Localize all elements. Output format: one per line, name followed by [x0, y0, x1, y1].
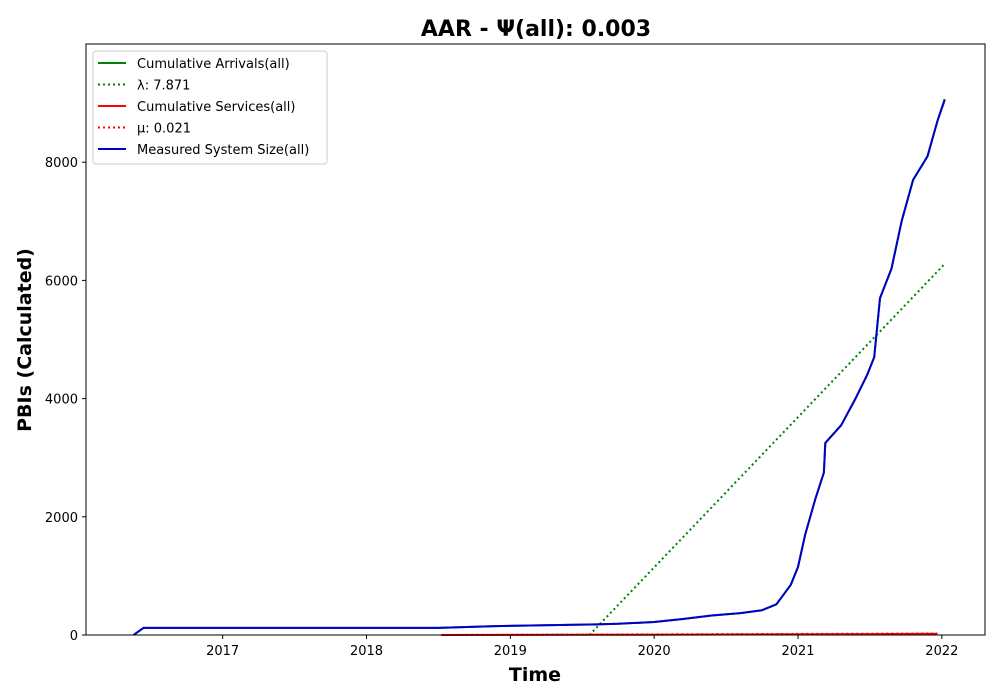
legend-label: Measured System Size(all) [137, 143, 309, 158]
y-tick-label: 6000 [45, 274, 78, 289]
plot-area [132, 98, 946, 636]
x-tick-label: 2018 [350, 644, 383, 659]
legend-label: Cumulative Services(all) [137, 100, 295, 115]
legend-label: μ: 0.021 [137, 122, 191, 137]
x-axis-label: Time [509, 664, 561, 686]
series-line-0 [132, 98, 946, 636]
plot-frame [85, 43, 986, 636]
y-tick-label: 0 [70, 629, 78, 644]
legend-box [92, 50, 328, 165]
legend-label: λ: 7.871 [137, 79, 190, 94]
y-tick-label: 4000 [45, 393, 78, 408]
chart-title: AAR - Ψ(all): 0.003 [421, 17, 651, 42]
x-tick-label: 2022 [925, 644, 958, 659]
y-tick-label: 2000 [45, 511, 78, 526]
y-axis: 0 2000 4000 6000 8000 [45, 156, 86, 644]
legend-label: Cumulative Arrivals(all) [137, 57, 290, 72]
series-line-4 [132, 99, 946, 636]
series-line-1 [588, 263, 946, 636]
legend: Cumulative Arrivals(all) λ: 7.871 Cumulati… [92, 50, 328, 165]
x-tick-label: 2019 [494, 644, 527, 659]
x-axis: 2017 2018 2019 2020 2021 2022 [206, 635, 958, 659]
x-tick-label: 2017 [206, 644, 239, 659]
x-tick-label: 2021 [781, 644, 814, 659]
y-tick-label: 8000 [45, 156, 78, 171]
x-tick-label: 2020 [638, 644, 671, 659]
y-axis-label: PBIs (Calculated) [14, 248, 36, 432]
